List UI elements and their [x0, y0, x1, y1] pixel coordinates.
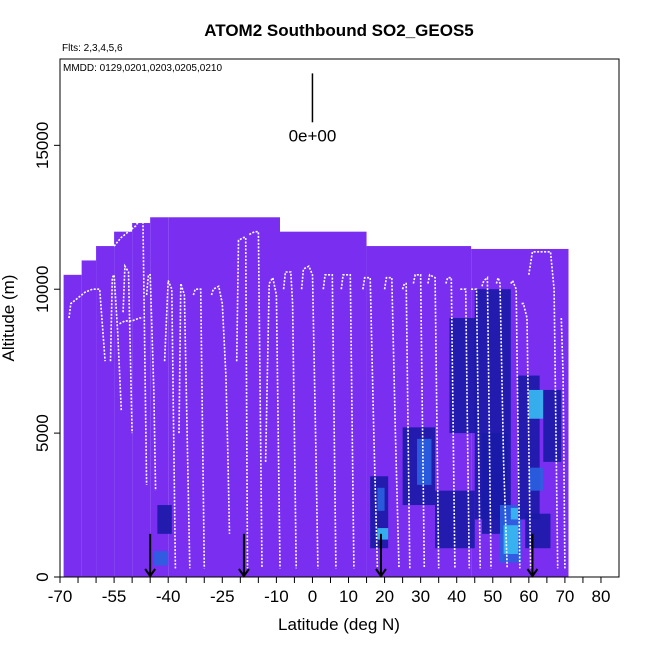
- y-axis-label: Altitude (m): [0, 275, 18, 362]
- field-column: [150, 217, 169, 577]
- flight-track: [427, 273, 440, 569]
- concentration-patch: [153, 551, 169, 566]
- concentration-patch: [528, 389, 544, 419]
- flight-track: [481, 276, 492, 569]
- concentration-patch: [449, 318, 479, 434]
- sounding-arrows: [144, 533, 539, 578]
- flight-track: [340, 274, 355, 569]
- flight-track: [445, 276, 456, 569]
- dates-note: MMDD: 0129,0201,0203,0205,0210: [63, 63, 222, 74]
- x-tick-label: -10: [264, 587, 289, 606]
- flight-track: [163, 280, 177, 569]
- x-tick-label: 70: [555, 587, 574, 606]
- plot-frame: [59, 58, 620, 578]
- x-tick-label: 40: [447, 587, 466, 606]
- flight-track: [322, 274, 337, 569]
- x-tick-label: 30: [411, 587, 430, 606]
- field-column: [96, 246, 115, 577]
- arrow-head: [375, 568, 387, 578]
- x-tick-label: 60: [519, 587, 538, 606]
- concentration-patch: [377, 487, 385, 511]
- x-tick-label: 20: [375, 587, 394, 606]
- flight-track: [412, 274, 426, 569]
- field-column: [132, 223, 151, 577]
- flight-track: [178, 283, 191, 569]
- y-tick-label: 10000: [33, 266, 52, 313]
- concentration-patch: [377, 528, 389, 540]
- concentration-patch: [503, 525, 519, 554]
- x-tick-label: -55: [102, 587, 127, 606]
- scale-bar-label: 0e+00: [289, 126, 337, 145]
- flight-track: [68, 288, 106, 362]
- chart-title: ATOM2 Southbound SO2_GEOS5: [204, 21, 474, 40]
- flight-track: [528, 251, 559, 569]
- flight-track: [510, 278, 521, 569]
- x-axis-label: Latitude (deg N): [278, 615, 400, 634]
- flight-track: [235, 236, 249, 569]
- flight-track: [210, 285, 231, 534]
- x-tick-label: 80: [592, 587, 611, 606]
- flight-track: [362, 276, 379, 569]
- flight-track: [122, 263, 133, 434]
- flight-track: [495, 275, 508, 569]
- concentration-patch: [528, 467, 544, 491]
- x-tick-label: -70: [48, 587, 73, 606]
- concentration-patch: [510, 507, 519, 520]
- flight-track: [521, 302, 532, 569]
- flight-tracks: [68, 215, 566, 569]
- x-tick-label: -40: [156, 587, 181, 606]
- concentration-patch: [543, 389, 562, 462]
- flight-track: [560, 317, 566, 569]
- concentration-patch: [417, 438, 432, 485]
- x-tick-label: 50: [483, 587, 502, 606]
- flight-track: [460, 288, 471, 569]
- field-column: [168, 217, 280, 577]
- flight-track: [471, 288, 481, 569]
- flight-track: [248, 230, 263, 569]
- concentration-patch: [525, 513, 551, 549]
- x-axis: -70 -55 -40 -25 -10 0 10 20 30 40 50 60 70 80: [48, 577, 611, 606]
- y-tick-label: 15000: [33, 122, 52, 169]
- field-column: [114, 231, 133, 577]
- arrow-head: [238, 568, 250, 578]
- flight-track: [383, 276, 400, 569]
- field-column: [63, 274, 82, 577]
- y-tick-label: 5000: [33, 414, 52, 452]
- flight-track: [113, 215, 148, 485]
- flight-track: [145, 274, 157, 491]
- flight-track: [264, 275, 281, 569]
- scale-bar: 0e+00: [289, 73, 337, 145]
- x-tick-label: 0: [308, 587, 317, 606]
- y-axis: 0 5000 10000 15000: [33, 122, 60, 582]
- flight-track: [282, 271, 297, 569]
- field-column: [279, 231, 367, 577]
- arrow-head: [526, 568, 539, 578]
- x-tick-label: 10: [339, 587, 358, 606]
- flight-track: [119, 317, 143, 325]
- concentration-patch: [157, 505, 172, 534]
- x-tick-label: -25: [210, 587, 235, 606]
- y-tick-label: 0: [33, 572, 52, 581]
- arrow-head: [144, 568, 156, 578]
- flights-note: Flts: 2,3,4,5,6: [62, 43, 123, 54]
- flight-track: [192, 288, 206, 569]
- field-column: [81, 260, 97, 577]
